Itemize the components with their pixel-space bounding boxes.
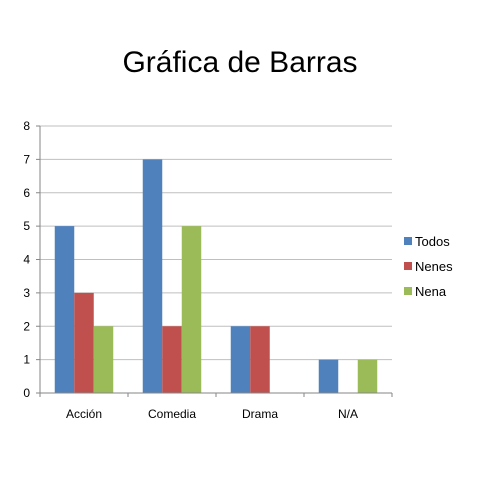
bar-nenes-1 bbox=[162, 326, 182, 393]
bar-todos-2 bbox=[230, 326, 251, 393]
x-tick-label: Drama bbox=[242, 407, 278, 421]
y-tick-label: 3 bbox=[23, 286, 30, 300]
y-tick-label: 8 bbox=[23, 119, 30, 133]
bar-todos-1 bbox=[142, 159, 163, 393]
y-tick-label: 0 bbox=[23, 386, 30, 400]
x-tick-label: Comedia bbox=[148, 407, 196, 421]
y-tick-label: 5 bbox=[23, 219, 30, 233]
bars bbox=[54, 159, 378, 393]
bar-todos-0 bbox=[54, 226, 75, 393]
legend-swatch-nenes bbox=[404, 262, 412, 270]
chart-title: Gráfica de Barras bbox=[122, 46, 357, 79]
y-tick-label: 2 bbox=[23, 319, 30, 333]
x-tick-label: N/A bbox=[338, 407, 358, 421]
bar-nena-0 bbox=[93, 326, 114, 393]
legend: Todos Nenes Nena bbox=[404, 234, 453, 299]
bar-nena-1 bbox=[181, 226, 202, 393]
x-tick-label: Acción bbox=[66, 407, 102, 421]
legend-swatch-todos bbox=[404, 237, 412, 245]
legend-label-nenes: Nenes bbox=[415, 259, 453, 274]
bar-nena-3 bbox=[357, 359, 378, 393]
y-tick-label: 4 bbox=[23, 253, 30, 267]
y-tick-label: 7 bbox=[23, 152, 30, 166]
legend-label-todos: Todos bbox=[415, 234, 450, 249]
legend-swatch-nena bbox=[404, 287, 412, 295]
axes: 0 1 2 3 4 5 6 7 8 Acción Comedia Drama N/A bbox=[23, 119, 393, 421]
legend-label-nena: Nena bbox=[415, 284, 447, 299]
bar-nenes-2 bbox=[250, 326, 270, 393]
bar-nenes-0 bbox=[74, 292, 94, 393]
bar-todos-3 bbox=[318, 359, 339, 393]
y-tick-label: 6 bbox=[23, 186, 30, 200]
y-tick-label: 1 bbox=[23, 353, 30, 367]
